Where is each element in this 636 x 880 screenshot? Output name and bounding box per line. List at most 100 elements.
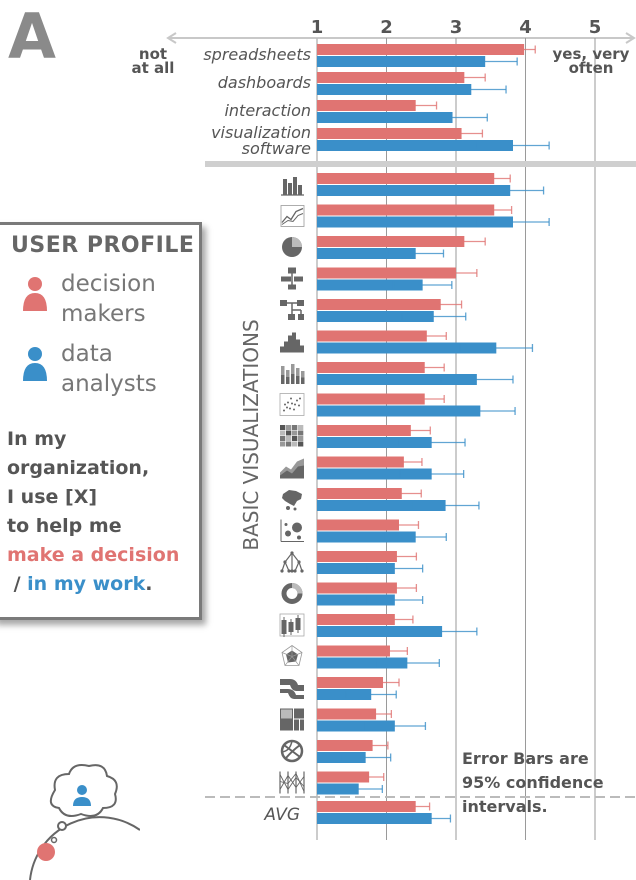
decision-bar	[317, 425, 411, 436]
icon-shape	[286, 436, 292, 441]
stacked-bar-icon	[281, 364, 305, 384]
icon-shape	[293, 569, 297, 573]
icon-shape	[291, 402, 293, 405]
decision-error-bar	[378, 521, 420, 529]
icon-shape	[281, 652, 293, 657]
analyst-error-bar	[384, 533, 447, 541]
histogram-icon	[280, 332, 304, 353]
icon-shape	[291, 652, 303, 657]
icon-shape	[281, 620, 287, 634]
icon-shape	[286, 406, 288, 409]
analyst-error-bar	[387, 249, 445, 258]
icon-shape	[298, 185, 302, 195]
icon-shape	[281, 375, 285, 384]
icon-shape	[296, 376, 300, 384]
icon-shape	[288, 284, 296, 290]
decision-bar	[317, 393, 425, 405]
scatter-plot-icon	[279, 393, 305, 416]
decision-error-bar	[376, 584, 418, 592]
legend-decision-makers: decision makers	[61, 271, 156, 327]
chart-row-5	[317, 330, 534, 354]
error-bar-note: Error Bars are 95% confidence intervals.	[462, 749, 604, 816]
decision-error-bar	[406, 332, 447, 340]
decision-bar	[317, 771, 370, 783]
analyst-error-bar	[399, 470, 465, 478]
icon-shape	[290, 551, 294, 555]
user-profile-legend: USER PROFILE decision makers data analys…	[0, 222, 202, 620]
x-tick-label: 2	[380, 17, 393, 38]
decision-bar	[317, 204, 495, 216]
analyst-error-bar	[392, 281, 453, 289]
analyst-error-bar	[476, 141, 550, 150]
map-icon	[282, 490, 302, 511]
decision-bar	[317, 488, 402, 499]
decision-error-bar	[442, 73, 486, 82]
analyst-bar	[317, 342, 497, 354]
tool-label: interaction	[224, 101, 311, 120]
decision-bar	[317, 677, 384, 688]
analyst-bar	[317, 185, 511, 196]
icon-shape	[292, 425, 298, 430]
icon-shape	[286, 441, 292, 447]
icon-shape	[285, 530, 291, 537]
decision-error-bar	[440, 129, 484, 138]
axis-right-end-label: yes, very often	[552, 45, 630, 77]
icon-shape	[298, 404, 300, 407]
analyst-bar	[317, 468, 432, 480]
decision-error-bar	[381, 489, 422, 498]
analyst-error-bar	[440, 375, 514, 384]
heatmap-icon	[280, 425, 304, 447]
icon-shape	[292, 430, 298, 436]
icon-shape	[280, 441, 286, 447]
analyst-bar	[317, 626, 443, 637]
icon-shape	[280, 569, 284, 573]
decision-bar	[317, 582, 397, 594]
chart-row-18	[317, 740, 392, 763]
icon-shape	[281, 645, 303, 666]
icon-shape	[292, 436, 298, 441]
icon-shape	[300, 719, 304, 731]
chart-row-12	[317, 551, 424, 574]
chart-row-17	[317, 708, 427, 732]
statement-line: to help me	[7, 515, 122, 537]
tool-label: spreadsheets	[203, 45, 311, 64]
analyst-error-bar	[397, 438, 466, 447]
chart-row-0	[317, 173, 545, 196]
icon-shape	[282, 490, 302, 506]
box-plot-icon	[279, 613, 305, 637]
decision-bar	[317, 330, 427, 342]
avg-row	[317, 801, 452, 824]
decision-error-bar	[478, 206, 513, 214]
decision-bar	[317, 100, 416, 111]
chart-row-1	[317, 204, 550, 228]
analyst-error-bar	[459, 344, 534, 352]
icon-shape	[292, 237, 302, 247]
icon-shape	[301, 377, 305, 384]
icon-shape	[290, 397, 292, 400]
decision-error-bar	[353, 773, 385, 781]
tool-label: visualization	[211, 123, 311, 142]
statement-line: I use [X]	[7, 486, 98, 508]
icon-shape	[291, 583, 303, 594]
decision-maker-person-icon	[23, 277, 47, 311]
analyst-error-bar	[452, 57, 518, 66]
icon-shape	[301, 371, 305, 378]
decision-bar	[317, 362, 425, 373]
analyst-error-bar	[412, 814, 452, 823]
x-tick-label: 1	[311, 17, 324, 38]
analyst-bar	[317, 405, 481, 417]
analyst-bar	[317, 437, 432, 448]
decision-bar	[317, 72, 465, 83]
icon-shape	[297, 535, 301, 540]
decision-bar	[317, 740, 373, 751]
pie-chart-icon	[282, 237, 302, 257]
decision-error-bar	[356, 741, 389, 750]
icon-shape	[286, 430, 292, 436]
decision-bar	[317, 708, 377, 720]
network-chart-icon	[280, 300, 304, 320]
icon-shape	[291, 364, 295, 374]
icon-shape	[287, 401, 289, 404]
decision-bar	[317, 551, 397, 562]
icon-shape	[280, 465, 304, 479]
icon-shape	[280, 425, 286, 430]
